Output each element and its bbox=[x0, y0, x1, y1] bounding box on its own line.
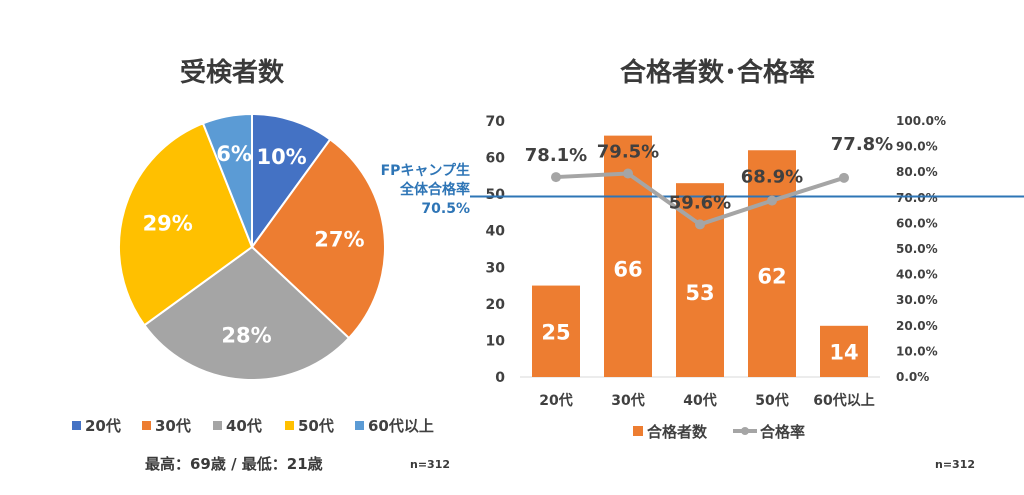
reference-label: 70.5% bbox=[421, 201, 470, 217]
pie-data-label: 27% bbox=[314, 228, 364, 252]
rate-marker bbox=[551, 172, 561, 183]
y2-tick-label: 10.0% bbox=[896, 344, 938, 358]
reference-label: FPキャンプ生 bbox=[381, 162, 470, 179]
legend-label: 30代 bbox=[155, 417, 191, 435]
bar-data-label: 25 bbox=[541, 320, 570, 344]
y-tick-label: 40 bbox=[486, 224, 506, 240]
legend-swatch bbox=[213, 421, 222, 430]
pie-chart-title: 受検者数 bbox=[180, 58, 285, 88]
pie-data-label: 29% bbox=[143, 212, 193, 236]
rate-data-label: 59.6% bbox=[669, 192, 731, 213]
y2-tick-label: 70.0% bbox=[896, 191, 938, 205]
legend-label: 40代 bbox=[226, 417, 262, 435]
pie-slice-4 bbox=[118, 122, 254, 327]
rate-marker bbox=[839, 172, 849, 183]
rate-data-label: 77.8% bbox=[831, 134, 893, 155]
y-tick-label: 20 bbox=[486, 297, 506, 313]
legend-swatch bbox=[142, 421, 151, 430]
y-tick-label: 50 bbox=[486, 187, 506, 203]
bar-chart-title: 合格者数･合格率 bbox=[620, 58, 816, 88]
rate-data-label: 79.5% bbox=[597, 141, 659, 162]
y-tick-label: 10 bbox=[486, 333, 506, 349]
pie-data-label: 10% bbox=[256, 145, 306, 169]
y2-tick-label: 80.0% bbox=[896, 165, 938, 179]
x-tick-label: 30代 bbox=[611, 392, 644, 409]
y2-tick-label: 30.0% bbox=[896, 293, 938, 307]
y2-tick-label: 50.0% bbox=[896, 242, 938, 256]
y-tick-label: 0 bbox=[495, 370, 505, 386]
legend-marker bbox=[741, 427, 749, 435]
bar bbox=[532, 285, 580, 377]
pie-data-label: 28% bbox=[221, 324, 271, 348]
pie-data-label: 6% bbox=[216, 142, 252, 166]
reference-label: 全体合格率 bbox=[399, 181, 470, 198]
rate-data-label: 68.9% bbox=[741, 167, 803, 188]
pie-slice-2 bbox=[250, 138, 386, 340]
y2-tick-label: 20.0% bbox=[896, 319, 938, 333]
pie-slice-5 bbox=[201, 112, 253, 248]
rate-marker bbox=[695, 219, 705, 230]
x-tick-label: 40代 bbox=[683, 392, 716, 409]
y-tick-label: 70 bbox=[486, 114, 506, 130]
x-tick-label: 50代 bbox=[755, 392, 788, 409]
y-tick-label: 60 bbox=[486, 151, 506, 167]
pie-slice-3 bbox=[143, 245, 351, 381]
legend-swatch bbox=[72, 421, 81, 430]
pie-slice-1 bbox=[251, 112, 332, 251]
legend-label: 20代 bbox=[85, 417, 121, 435]
bar-data-label: 14 bbox=[829, 340, 858, 364]
y2-tick-label: 90.0% bbox=[896, 140, 938, 154]
legend-label: 合格率 bbox=[759, 423, 805, 441]
bar-data-label: 62 bbox=[757, 265, 786, 289]
legend-swatch bbox=[355, 421, 364, 430]
pie-sample-size: n=312 bbox=[410, 458, 451, 471]
y2-tick-label: 60.0% bbox=[896, 216, 938, 230]
bar-data-label: 66 bbox=[613, 257, 642, 281]
legend-label: 50代 bbox=[298, 417, 334, 435]
y-tick-label: 30 bbox=[486, 260, 506, 276]
legend-swatch bbox=[285, 421, 294, 430]
bar bbox=[820, 325, 868, 377]
rate-data-label: 78.1% bbox=[525, 145, 587, 166]
x-tick-label: 60代以上 bbox=[813, 392, 874, 409]
legend-swatch bbox=[633, 426, 643, 436]
rate-marker bbox=[767, 195, 777, 206]
y2-tick-label: 40.0% bbox=[896, 268, 938, 282]
legend-label: 60代以上 bbox=[368, 417, 434, 435]
rate-marker bbox=[623, 168, 633, 179]
y2-tick-label: 100.0% bbox=[896, 114, 946, 128]
x-tick-label: 20代 bbox=[539, 392, 572, 409]
bar bbox=[748, 150, 796, 377]
y2-tick-label: 0.0% bbox=[896, 370, 929, 384]
bar-data-label: 53 bbox=[685, 281, 714, 305]
pie-footnote: 最高：69歳 / 最低：21歳 bbox=[145, 455, 323, 473]
bar-sample-size: n=312 bbox=[935, 458, 976, 471]
legend-label: 合格者数 bbox=[646, 423, 708, 441]
